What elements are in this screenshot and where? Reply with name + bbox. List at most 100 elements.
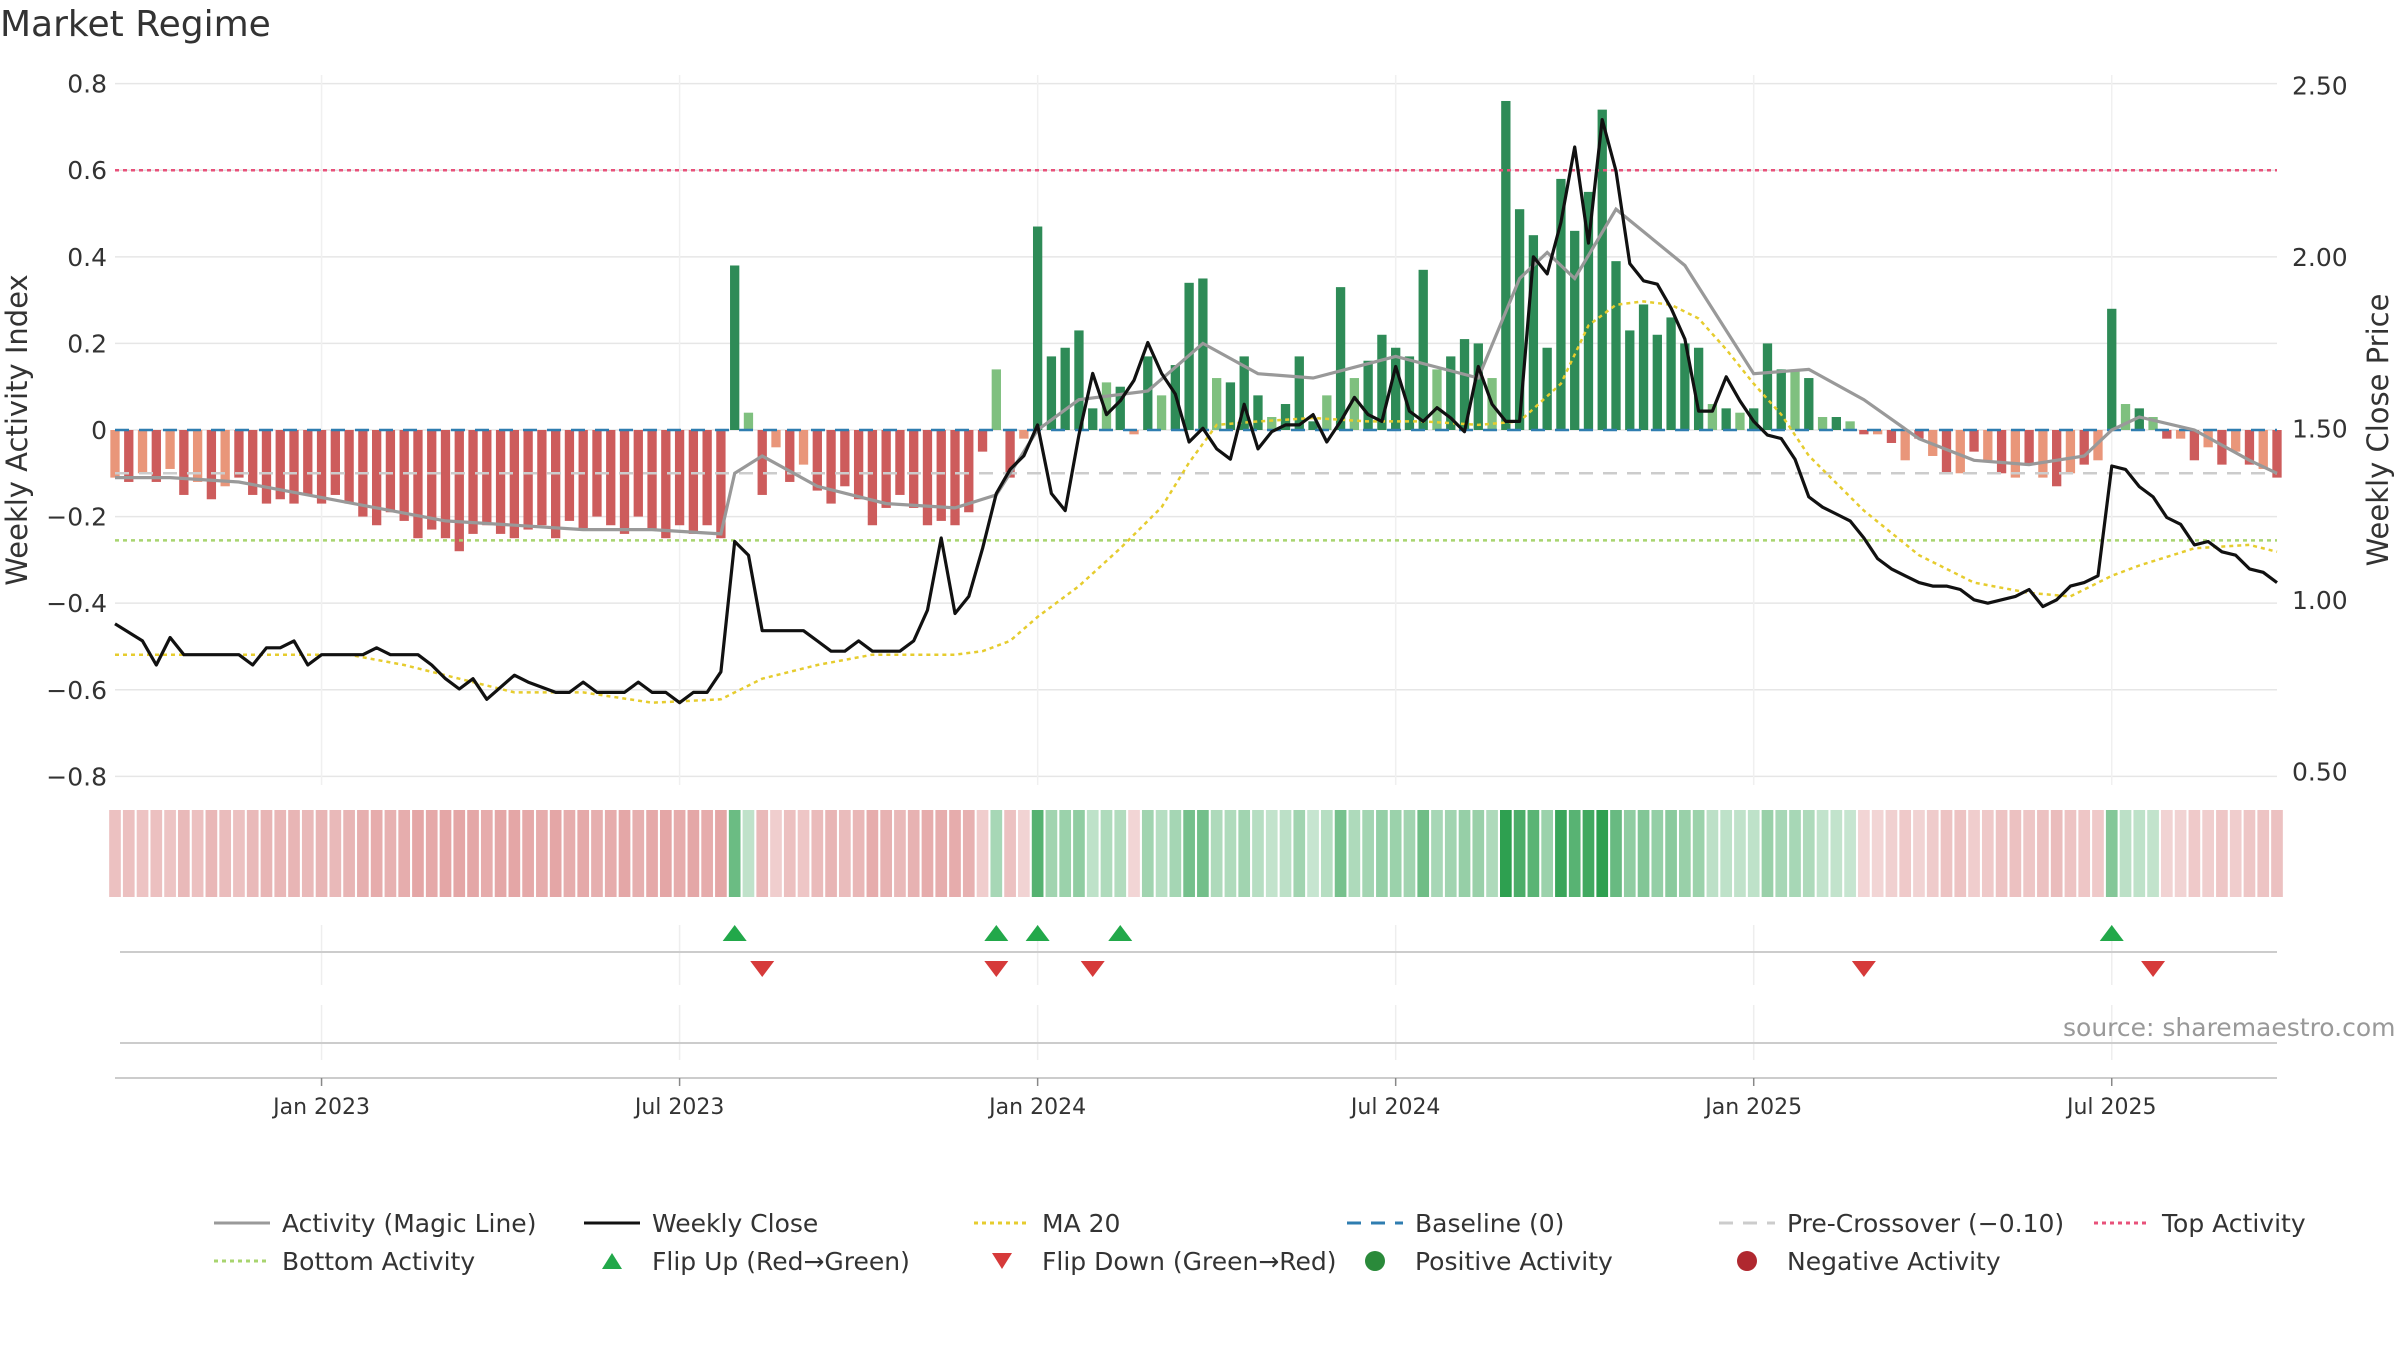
y-right-tick-label: 0.50 [2292, 757, 2348, 786]
y-right-tick-label: 2.00 [2292, 243, 2348, 272]
y-left-tick-label: 0.8 [67, 70, 107, 99]
activity-bar [1762, 343, 1773, 430]
regime-strip-cell [1610, 810, 1622, 897]
x-tick-label: Jan 2023 [271, 1095, 370, 1120]
regime-strip-cell [1045, 810, 1058, 897]
activity-bar [936, 430, 946, 521]
regime-strip-cell [2160, 810, 2173, 897]
regime-strip-cell [1169, 810, 1182, 897]
regime-strip-cell [246, 810, 259, 897]
regime-strip-cell [301, 810, 314, 897]
activity-bar [137, 430, 148, 474]
activity-bar [674, 430, 685, 526]
regime-strip-cell [687, 810, 700, 897]
activity-bar [1418, 269, 1428, 430]
activity-bar [330, 430, 340, 495]
activity-bar [1363, 360, 1373, 430]
legend-symbol-icon [1365, 1251, 1385, 1271]
activity-bar [881, 430, 891, 508]
activity-bar [316, 430, 327, 504]
regime-strip-cell [1059, 810, 1072, 897]
regime-strip-cell [1555, 810, 1567, 897]
regime-strip-cell [2050, 810, 2063, 897]
activity-bar [2231, 430, 2241, 452]
legend-label: Bottom Activity [282, 1246, 476, 1276]
legend-item: Negative Activity [1715, 1243, 2001, 1279]
legend-symbol-icon [1347, 1221, 1403, 1225]
regime-strip-cell [1899, 810, 1912, 897]
regime-strip-cell [1307, 810, 1319, 897]
activity-bar [1583, 191, 1594, 430]
activity-bar [812, 430, 822, 491]
activity-bar [1432, 369, 1442, 430]
activity-bar [1088, 408, 1098, 430]
regime-strip-cell [1981, 810, 1994, 897]
activity-bar [165, 430, 175, 469]
regime-strip-cell [1527, 810, 1540, 897]
regime-strip-cell [921, 810, 934, 897]
activity-bar [1969, 430, 1979, 452]
regime-strip-cell [1472, 810, 1485, 897]
activity-bar [2134, 408, 2144, 430]
regime-strip-cell [2216, 810, 2228, 897]
regime-strip-cell [1018, 810, 1030, 897]
flip-up-marker [1025, 925, 1050, 941]
legend-symbol-icon [1719, 1221, 1775, 1225]
activity-bar [1101, 382, 1112, 430]
legend-label: Weekly Close [652, 1208, 819, 1238]
regime-strip-cell [1995, 810, 2008, 897]
activity-bar [2065, 430, 2076, 474]
flip-down-marker [1851, 961, 1876, 977]
legend-symbol-icon [602, 1253, 622, 1269]
regime-strip-cell [673, 810, 686, 897]
regime-strip-cell [2229, 810, 2242, 897]
activity-bar [743, 412, 754, 430]
regime-strip-cell [1968, 810, 1980, 897]
activity-bar [1019, 430, 1029, 439]
activity-bar [785, 430, 795, 482]
regime-strip-cell [880, 810, 893, 897]
regime-strip-cell [398, 810, 411, 897]
activity-bar [922, 430, 933, 526]
regime-strip-cell [907, 810, 920, 897]
activity-bar [2189, 430, 2200, 461]
regime-strip-cell [1320, 810, 1333, 897]
activity-bar [468, 430, 478, 534]
activity-bar [2217, 430, 2227, 465]
regime-strip-cell [935, 810, 948, 897]
regime-strip-cell [1775, 810, 1788, 897]
y-left-tick-label: 0.6 [67, 156, 107, 185]
activity-bar [771, 430, 781, 448]
activity-bar [1886, 430, 1897, 443]
activity-bar [2258, 430, 2268, 469]
activity-bar [950, 430, 960, 526]
regime-strip-cell [439, 810, 452, 897]
regime-strip-cell [2023, 810, 2035, 897]
regime-strip-cell [549, 810, 562, 897]
regime-strip-cell [949, 810, 961, 897]
activity-bar [757, 430, 767, 495]
activity-bar [220, 430, 230, 487]
regime-strip-cell [2105, 810, 2118, 897]
regime-strip-cell [1871, 810, 1884, 897]
flip-down-marker [2141, 961, 2166, 977]
activity-bar [647, 430, 657, 530]
y-left-tick-label: −0.6 [46, 676, 107, 705]
activity-bar [1156, 395, 1167, 430]
activity-bar [1955, 430, 1965, 474]
flip-up-marker [984, 925, 1009, 941]
flip-down-marker [750, 961, 775, 977]
legend-symbol-icon [214, 1221, 270, 1225]
legend-item: Bottom Activity [210, 1243, 475, 1279]
activity-bar [1831, 417, 1841, 430]
regime-strip-cell [2133, 810, 2146, 897]
regime-strip-cell [715, 810, 727, 897]
regime-strip-cell [618, 810, 631, 897]
regime-strip-cell [343, 810, 355, 897]
regime-strip-cell [2037, 810, 2049, 897]
legend-item: Weekly Close [580, 1205, 818, 1241]
activity-bar [1473, 343, 1483, 430]
regime-strip-cell [1334, 810, 1347, 897]
x-tick-label: Jul 2023 [633, 1095, 725, 1120]
regime-strip-cell [1362, 810, 1374, 897]
